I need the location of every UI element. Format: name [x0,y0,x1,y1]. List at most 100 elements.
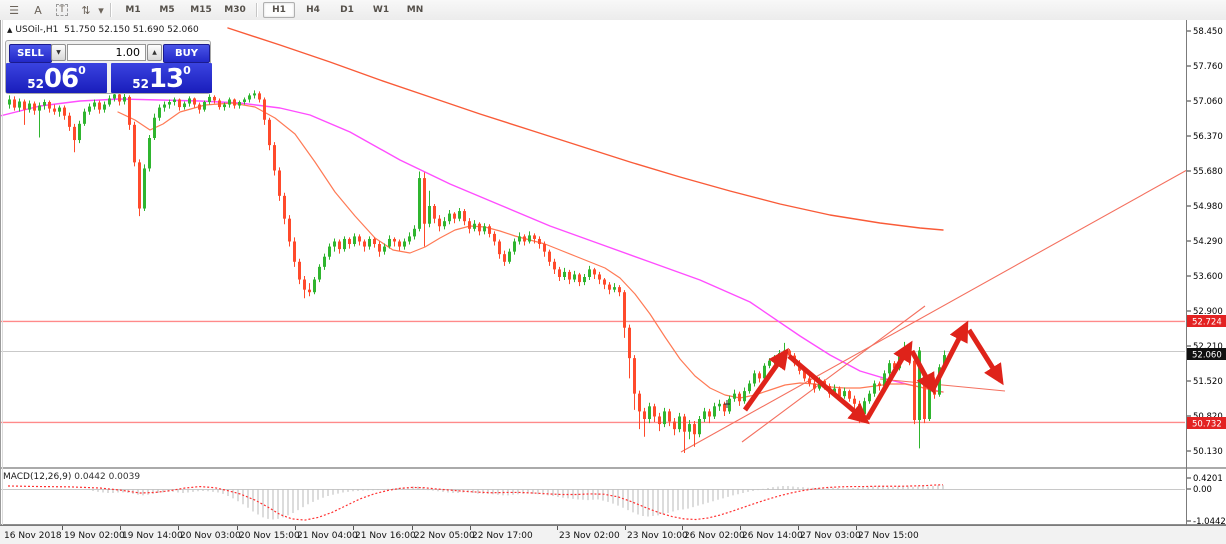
volume-decrease-button[interactable]: ▼ [51,44,66,61]
macd-pane [0,484,1185,521]
buy-price-display[interactable]: 52 13 0 [111,63,212,93]
sell-price-pips: 06 [43,64,79,94]
time-label: 16 Nov 2018 [4,531,62,541]
chart-borders [0,20,1226,525]
timeframe-button-m5[interactable]: M5 [159,5,175,15]
svg-text:-1.0442: -1.0442 [1193,517,1226,525]
time-axis[interactable]: 16 Nov 2018 19 Nov 02:00 19 Nov 14:00 20 No… [0,525,1226,544]
time-label: 27 Nov 03:00 [800,531,861,541]
time-tick [798,526,799,530]
time-tick [412,526,413,530]
ma-magenta [0,98,944,393]
time-tick [740,526,741,530]
svg-text:54.980: 54.980 [1193,202,1223,212]
time-label: 20 Nov 15:00 [239,531,300,541]
ohlc-values: 51.750 52.150 51.690 52.060 [64,25,199,35]
time-label: 27 Nov 15:00 [858,531,919,541]
timeframe-button-mn[interactable]: MN [406,5,424,15]
timeframe-button-m1[interactable]: M1 [125,5,141,15]
svg-text:0.00: 0.00 [1193,485,1212,495]
time-label: 20 Nov 03:00 [180,531,241,541]
dropdown-caret-icon[interactable]: ▾ [98,3,104,17]
time-tick [470,526,471,530]
timeframe-button-w1[interactable]: W1 [372,5,390,15]
price-badge-52.724: 52.724 [1187,315,1226,328]
time-label: 21 Nov 04:00 [297,531,358,541]
timeframe-button-d1[interactable]: D1 [340,5,354,15]
svg-text:52.900: 52.900 [1193,307,1223,317]
cursor-crosshair [724,400,730,408]
toolbar-separator [256,3,258,17]
chart-background [0,20,1226,525]
svg-text:58.450: 58.450 [1193,27,1223,37]
arrow-tool-icon[interactable]: ⇅ [81,3,91,17]
volume-increase-button[interactable]: ▲ [147,44,162,61]
trendlines [680,169,1188,453]
time-label: 26 Nov 02:00 [684,531,745,541]
font-icon[interactable]: A [34,3,42,17]
buy-button[interactable]: BUY [163,44,210,63]
timeframe-button-h1[interactable]: H1 [263,2,295,18]
time-tick [237,526,238,530]
time-tick [295,526,296,530]
svg-text:55.680: 55.680 [1193,167,1223,177]
svg-text:57.760: 57.760 [1193,62,1223,72]
time-tick [856,526,857,530]
time-tick [353,526,354,530]
svg-text:51.520: 51.520 [1193,377,1223,387]
macd-indicator-label: MACD(12,26,9) 0.0442 0.0039 [3,472,140,482]
price-axis[interactable]: 58.450 57.760 57.060 56.370 55.680 54.980 54.2… [1187,27,1226,527]
time-label: 23 Nov 10:00 [627,531,688,541]
time-label: 22 Nov 05:00 [414,531,475,541]
chart-canvas[interactable]: 58.450 57.760 57.060 56.370 55.680 54.980 54.2… [0,20,1226,527]
time-tick [62,526,63,530]
svg-text:50.130: 50.130 [1193,447,1223,457]
sell-price-major: 52 [27,77,44,91]
timeframe-button-m15[interactable]: M15 [190,5,212,15]
price-badge-52.060: 52.060 [1187,348,1226,361]
svg-text:56.370: 56.370 [1193,132,1223,142]
sell-price-point: 0 [78,64,86,77]
volume-input[interactable] [67,44,146,61]
svg-text:52.210: 52.210 [1193,342,1223,352]
time-tick [557,526,558,530]
svg-text:57.060: 57.060 [1193,97,1223,107]
svg-text:54.290: 54.290 [1193,237,1223,247]
timeframe-button-h4[interactable]: H4 [306,5,320,15]
timeframe-button-m30[interactable]: M30 [224,5,246,15]
collapse-panel-icon[interactable]: ▲ [7,26,13,34]
time-tick [625,526,626,530]
time-label: 19 Nov 02:00 [64,531,125,541]
time-tick [120,526,121,530]
time-tick [682,526,683,530]
time-tick [178,526,179,530]
ma-slow-orange [227,27,944,231]
svg-text:52.060: 52.060 [1192,351,1222,361]
chart-toolbar: ☰ A T ⇅ ▾ M1 M5 M15 M30 H1 H4 D1 W1 MN [0,0,1226,21]
macd-name: MACD(12,26,9) [3,472,72,482]
svg-text:50.732: 50.732 [1192,420,1222,430]
text-label-icon[interactable]: T [52,2,72,18]
support-resistance-lines [0,320,1185,424]
toolbar-separator [110,3,112,17]
svg-text:53.600: 53.600 [1193,272,1223,282]
sell-price-display[interactable]: 52 06 0 [6,63,107,93]
time-label: 19 Nov 14:00 [122,531,183,541]
objects-list-icon[interactable]: ☰ [9,3,19,17]
buy-price-point: 0 [183,64,191,77]
symbol-ohlc-header: ▲ USOil-,H1 51.750 52.150 51.690 52.060 [7,25,199,35]
buy-price-major: 52 [132,77,149,91]
time-label: 21 Nov 16:00 [355,531,416,541]
svg-text:52.724: 52.724 [1192,318,1222,328]
sell-button[interactable]: SELL [9,44,52,63]
time-label: 23 Nov 02:00 [559,531,620,541]
zigzag-arrows [742,320,1004,425]
symbol-period-label: USOil-,H1 [15,25,59,35]
time-label: 26 Nov 14:00 [742,531,803,541]
time-label: 22 Nov 17:00 [472,531,533,541]
svg-text:0.4201: 0.4201 [1193,474,1223,484]
macd-values: 0.0442 0.0039 [74,472,141,482]
price-badge-50.732: 50.732 [1187,417,1226,430]
